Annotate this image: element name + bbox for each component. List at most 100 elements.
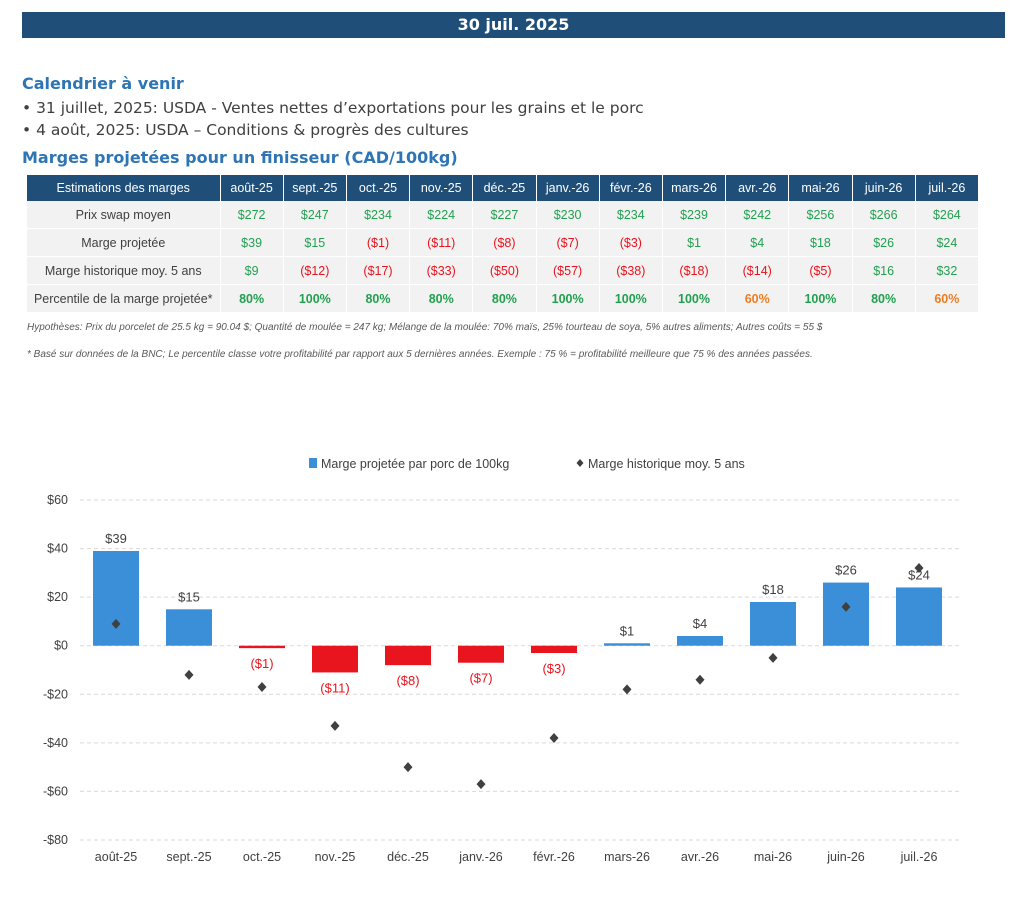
table-cell: 80% <box>220 284 284 313</box>
table-cell: ($57) <box>536 256 600 285</box>
bar <box>385 645 431 666</box>
bar <box>458 645 504 663</box>
bar-data-label: $15 <box>178 589 200 604</box>
table-cell: $15 <box>283 228 347 257</box>
table-cell: $234 <box>599 201 663 229</box>
table-cell: 80% <box>346 284 411 313</box>
table-header-month: mai-26 <box>788 175 853 201</box>
historical-marker <box>622 684 632 695</box>
y-tick-label: -$60 <box>43 784 68 798</box>
bar <box>750 602 796 646</box>
table-row-label: Marge historique moy. 5 ans <box>27 256 221 285</box>
table-cell: 80% <box>409 284 474 313</box>
table-cell: $1 <box>662 228 727 257</box>
historical-marker <box>768 652 778 663</box>
bar-data-label: ($1) <box>250 656 273 671</box>
table-row-label: Marge projetée <box>27 228 221 257</box>
table-cell: $18 <box>788 228 853 257</box>
table-row: Marge projetée $39 $15 ($1) ($11) ($8) ($7) ($3… <box>27 228 980 257</box>
historical-marker <box>111 618 121 629</box>
table-cell: $24 <box>915 228 980 257</box>
historical-marker <box>549 733 559 743</box>
table-header-month: juin-26 <box>852 175 916 201</box>
table-cell: 60% <box>915 284 980 313</box>
historical-marker <box>841 601 851 612</box>
table-cell: $32 <box>915 256 980 285</box>
bar-data-label: $39 <box>105 531 127 546</box>
table-cell: ($12) <box>283 256 347 285</box>
table-cell: ($38) <box>599 256 663 285</box>
table-cell: $247 <box>283 201 347 229</box>
table-header-month: févr.-26 <box>599 175 663 201</box>
table-cell: ($5) <box>788 256 853 285</box>
table-cell: $9 <box>220 256 284 285</box>
y-tick-label: -$40 <box>43 736 68 750</box>
historical-marker <box>695 674 705 685</box>
legend-bar-swatch <box>309 458 317 468</box>
table-cell: $266 <box>852 201 916 229</box>
table-cell: ($3) <box>599 228 663 257</box>
table-cell: $227 <box>472 201 537 229</box>
table-cell: 100% <box>662 284 727 313</box>
y-tick-label: -$80 <box>43 833 68 847</box>
bar <box>677 636 723 646</box>
date-banner: 30 juil. 2025 <box>22 12 1005 38</box>
table-header-month: janv.-26 <box>536 175 600 201</box>
table-row-label: Prix swap moyen <box>27 201 221 229</box>
x-tick-label: juil.-26 <box>900 850 938 864</box>
legend-marker-swatch <box>576 459 584 467</box>
table-cell: ($14) <box>725 256 790 285</box>
bar <box>823 582 869 646</box>
bar <box>896 587 942 646</box>
table-cell: ($8) <box>472 228 537 257</box>
table-cell: $239 <box>662 201 727 229</box>
historical-marker <box>403 762 413 773</box>
bar-data-label: $18 <box>762 582 784 597</box>
table-cell: $264 <box>915 201 980 229</box>
y-tick-label: $20 <box>47 590 68 604</box>
x-tick-label: avr.-26 <box>681 850 719 864</box>
table-row-label: Percentile de la marge projetée* <box>27 284 221 313</box>
table-cell: 100% <box>283 284 347 313</box>
table-cell: 100% <box>536 284 600 313</box>
bar-data-label: $4 <box>693 616 707 631</box>
bar-data-label: ($3) <box>542 661 565 676</box>
table-row: Percentile de la marge projetée* 80% 100% 8… <box>27 284 980 313</box>
table-header-month: avr.-26 <box>725 175 790 201</box>
table-cell: ($11) <box>409 228 474 257</box>
bar <box>166 609 212 646</box>
table-cell: $224 <box>409 201 474 229</box>
x-tick-label: sept.-25 <box>166 850 211 864</box>
table-cell: $26 <box>852 228 916 257</box>
y-tick-label: -$20 <box>43 687 68 701</box>
table-header-month: août-25 <box>220 175 284 201</box>
table-cell: ($1) <box>346 228 411 257</box>
bar <box>531 645 577 653</box>
x-tick-label: déc.-25 <box>387 850 429 864</box>
calendar-event-2: • 4 août, 2025: USDA – Conditions & prog… <box>22 121 469 139</box>
bar <box>604 643 650 646</box>
assumptions-note: Hypothèses: Prix du porcelet de 25.5 kg … <box>27 322 823 333</box>
bar-data-label: $1 <box>620 623 634 638</box>
table-cell: 60% <box>725 284 790 313</box>
bar-data-label: ($11) <box>320 680 349 695</box>
table-header-month: nov.-25 <box>409 175 474 201</box>
calendar-event-1: • 31 juillet, 2025: USDA - Ventes nettes… <box>22 99 644 117</box>
table-header-month: mars-26 <box>662 175 727 201</box>
table-body: Prix swap moyen $272 $247 $234 $224 $227 $230 $… <box>27 201 980 313</box>
table-cell: 80% <box>852 284 916 313</box>
table-header-row: Estimations des marges août-25 sept.-25 oc… <box>27 175 980 201</box>
y-tick-label: $60 <box>47 493 68 507</box>
table-cell: 100% <box>599 284 663 313</box>
table-cell: ($18) <box>662 256 727 285</box>
historical-marker <box>476 779 486 790</box>
table-cell: 80% <box>472 284 537 313</box>
table-cell: $4 <box>725 228 790 257</box>
legend-bar-label: Marge projetée par porc de 100kg <box>321 457 509 471</box>
bar-data-label: $26 <box>835 563 857 578</box>
historical-marker <box>184 669 194 680</box>
margins-title: Marges projetées pour un finisseur (CAD/… <box>22 148 458 167</box>
table-cell: ($50) <box>472 256 537 285</box>
table-cell: $272 <box>220 201 284 229</box>
x-tick-label: mai-26 <box>754 850 792 864</box>
